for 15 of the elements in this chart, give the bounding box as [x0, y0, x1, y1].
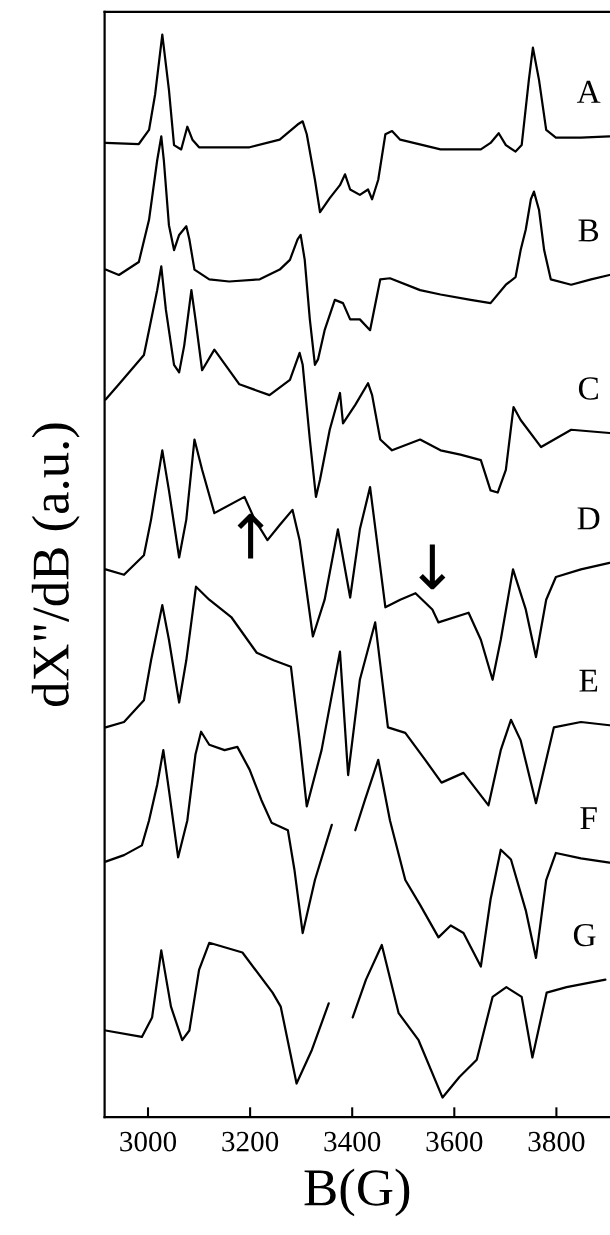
- annotation: ↓: [419, 544, 446, 590]
- series-label: D: [577, 507, 600, 530]
- series-label: G: [573, 923, 596, 947]
- y-axis-title: dX"/dB (a.u.): [31, 423, 80, 707]
- x-tick-label: 3400: [324, 1131, 381, 1152]
- series-label: A: [576, 80, 601, 103]
- x-tick-label: 3800: [528, 1131, 585, 1152]
- series-label: C: [578, 377, 598, 400]
- series-label: B: [578, 219, 599, 242]
- x-tick-label: 3000: [120, 1131, 177, 1152]
- series-label: F: [580, 807, 597, 830]
- x-tick-label: 3600: [426, 1131, 483, 1152]
- x-tick-label: 3200: [222, 1131, 279, 1152]
- x-axis-title: B(G): [304, 1168, 410, 1217]
- series-label: E: [579, 669, 598, 692]
